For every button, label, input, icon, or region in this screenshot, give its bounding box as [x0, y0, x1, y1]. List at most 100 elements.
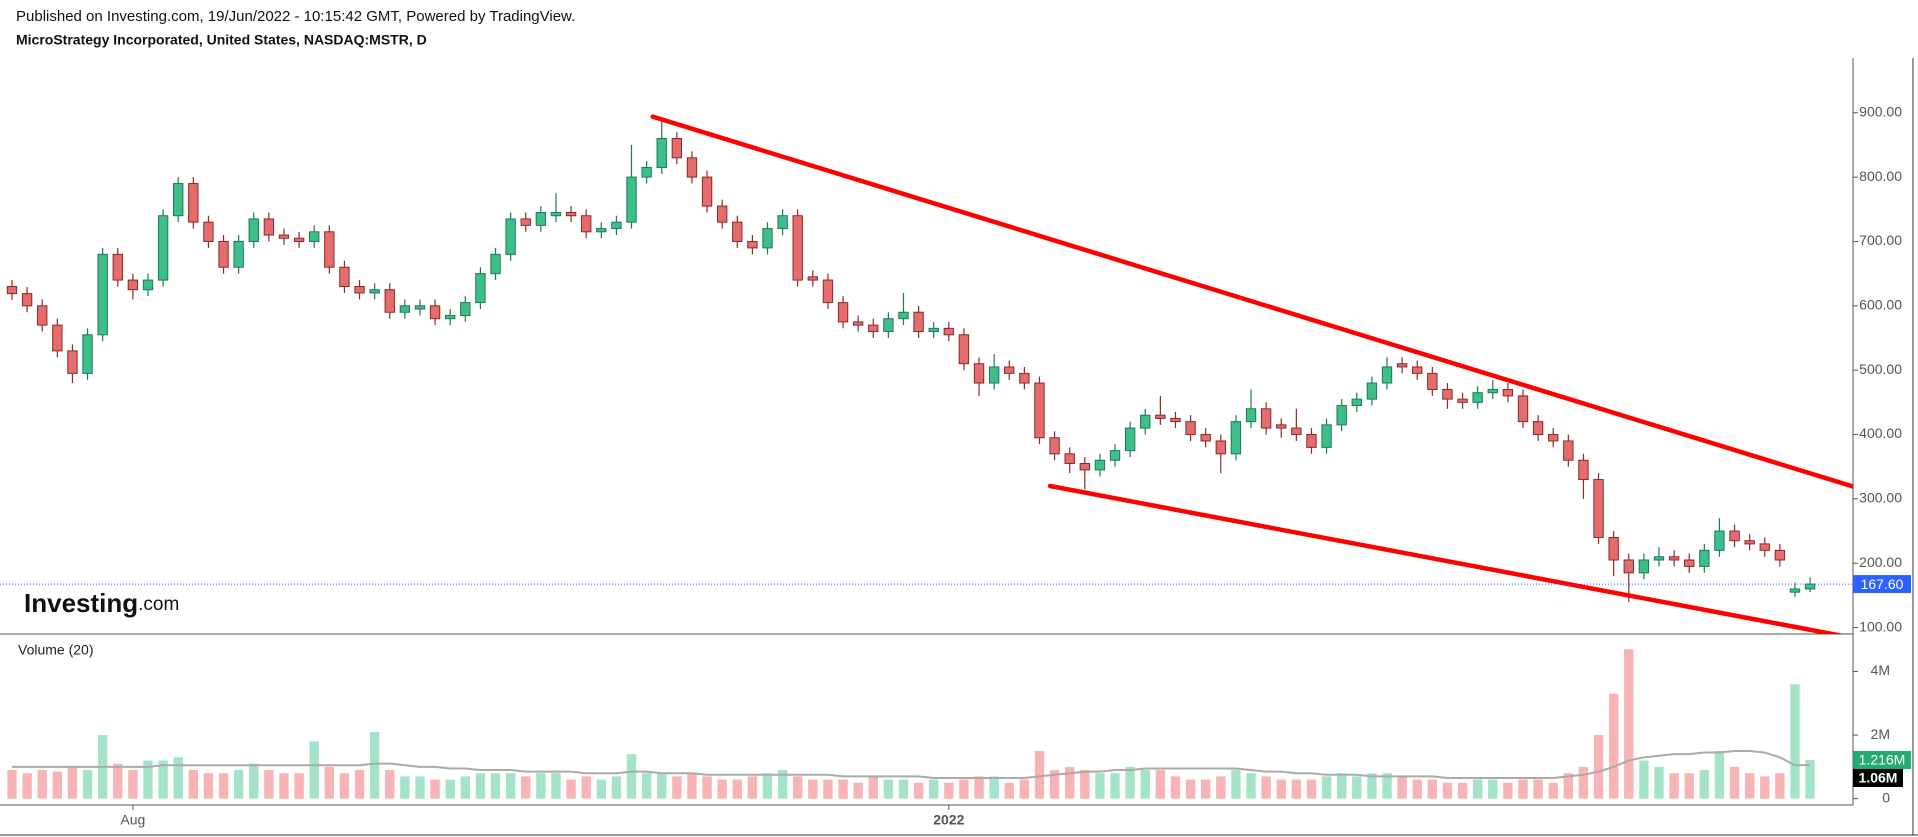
volume-bar — [249, 763, 259, 799]
volume-bar — [460, 776, 470, 799]
candle-body — [580, 215, 592, 233]
candle-body — [626, 176, 637, 223]
volume-bar — [1533, 779, 1543, 799]
volume-bar — [1231, 770, 1241, 799]
volume-bar — [1201, 779, 1211, 799]
volume-bar — [128, 770, 138, 799]
candle-body — [82, 334, 93, 374]
candle-body — [1185, 421, 1196, 436]
volume-bar — [400, 776, 410, 799]
candle-body — [656, 138, 667, 168]
y-tick-label: 600.00 — [1859, 297, 1902, 313]
candle-body — [127, 279, 139, 291]
candle-body — [596, 228, 607, 233]
candle-body — [732, 221, 743, 242]
volume-bar — [415, 776, 425, 799]
candle-body — [883, 318, 894, 333]
volume-bar — [657, 773, 667, 799]
candle-body — [1079, 462, 1090, 471]
volume-bar — [747, 776, 758, 799]
volume-bar — [1729, 766, 1740, 799]
volume-bar — [1669, 773, 1679, 799]
candle-body — [1563, 440, 1574, 461]
candle-body — [278, 234, 290, 239]
volume-bar — [354, 770, 365, 799]
candle-body — [1124, 427, 1136, 452]
candle-body — [1789, 588, 1801, 593]
volume-bar — [1624, 649, 1634, 799]
volume-bar — [37, 770, 47, 799]
candle-body — [1412, 366, 1423, 374]
volume-bar — [1155, 770, 1166, 799]
candle-body — [1351, 398, 1362, 407]
candle-body — [1744, 540, 1755, 545]
candle-body — [1714, 530, 1725, 551]
candle-body — [1291, 427, 1302, 436]
volume-bar — [1065, 766, 1075, 799]
volume-bar — [339, 773, 350, 799]
candle-body — [1608, 536, 1619, 561]
volume-bar — [717, 779, 727, 799]
y-tick-label: 700.00 — [1859, 232, 1902, 248]
volume-bar — [521, 776, 531, 799]
volume-tick-label: 4M — [1871, 662, 1890, 678]
volume-bar — [777, 770, 788, 799]
volume-bar — [1488, 779, 1498, 799]
candle-body — [1699, 549, 1710, 567]
candle-body — [1487, 388, 1498, 394]
candle-body — [671, 138, 683, 159]
volume-bar — [264, 770, 274, 799]
volume-bar — [1427, 779, 1438, 799]
candle-body — [505, 218, 516, 255]
volume-bar — [611, 776, 622, 799]
volume-bar — [324, 766, 334, 799]
volume-bar — [641, 773, 652, 799]
volume-bar — [687, 773, 697, 799]
candle-body — [1517, 395, 1529, 423]
candle-body — [1260, 408, 1272, 429]
candle-body — [1109, 450, 1121, 461]
y-tick-label: 500.00 — [1859, 361, 1902, 377]
volume-bar — [1563, 773, 1574, 799]
volume-bar — [385, 770, 395, 799]
candle-body — [701, 176, 713, 207]
volume-bar — [1593, 735, 1604, 799]
volume-bar — [913, 782, 924, 799]
volume-bar — [1170, 776, 1181, 799]
volume-bar — [1760, 776, 1770, 799]
candle-body — [973, 363, 985, 384]
volume-bar — [672, 776, 682, 799]
volume-bar — [445, 779, 455, 799]
volume-bar — [1336, 773, 1347, 799]
volume-bar — [1503, 782, 1513, 799]
volume-ma-line — [12, 749, 1811, 779]
volume-bar — [762, 773, 773, 799]
volume-pane-title: Volume (20) — [18, 642, 93, 658]
volume-bar — [475, 773, 486, 799]
candle-body — [1457, 398, 1468, 403]
volume-bar — [838, 779, 848, 799]
candle-body — [1034, 382, 1045, 439]
candle-body — [1170, 417, 1181, 423]
volume-bar — [173, 757, 183, 799]
candle-body — [142, 279, 154, 291]
volume-bar — [581, 776, 591, 799]
volume-bar — [1110, 773, 1120, 799]
candle-body — [913, 311, 924, 333]
candle-body — [1548, 434, 1559, 442]
candle-body — [1502, 388, 1514, 397]
candle-body — [1472, 392, 1483, 403]
volume-bar — [702, 776, 712, 799]
volume-bar — [1080, 770, 1090, 799]
candle-body — [1427, 372, 1438, 390]
candle-body — [958, 334, 970, 365]
volume-bar — [52, 771, 63, 799]
candle-body — [218, 240, 229, 268]
candle-body — [550, 212, 562, 217]
candle-body — [1200, 434, 1211, 442]
volume-bar — [505, 773, 516, 799]
candle-body — [445, 314, 456, 320]
volume-bar — [82, 770, 93, 799]
volume-bar — [596, 779, 606, 799]
